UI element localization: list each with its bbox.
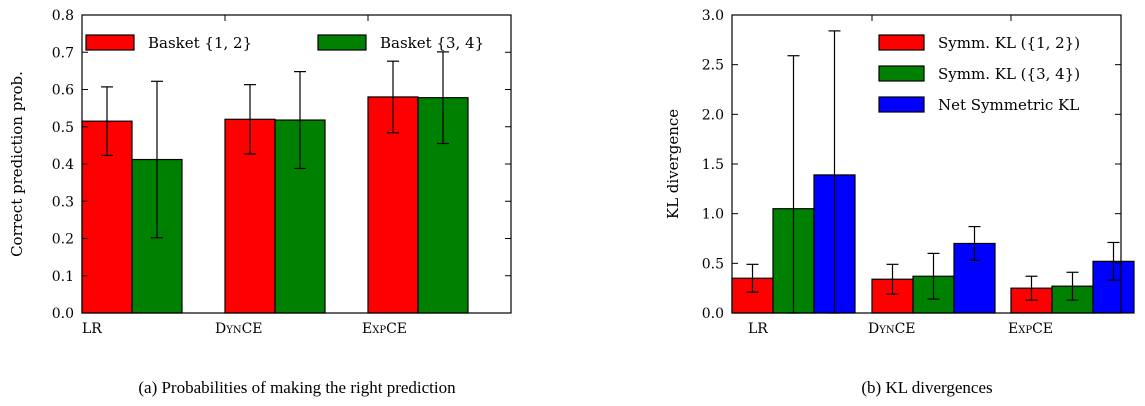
legend-entry-1: Symm. KL ({3, 4}) bbox=[878, 65, 1080, 83]
y-tick-label: 0.1 bbox=[52, 269, 74, 285]
y-tick-label: 2.0 bbox=[702, 107, 724, 123]
error-bar-a-s1-0 bbox=[151, 80, 163, 239]
legend-label: Symm. KL ({3, 4}) bbox=[938, 65, 1080, 83]
error-bar-a-s0-0 bbox=[101, 86, 113, 157]
y-tick-label: 0.5 bbox=[702, 256, 724, 272]
y-tick-label: 0.6 bbox=[52, 83, 74, 99]
error-bar-a-s0-1 bbox=[244, 84, 256, 155]
legend-label: Net Symmetric KL bbox=[938, 96, 1079, 114]
legend-swatch bbox=[317, 34, 367, 51]
y-tick-label: 0.0 bbox=[52, 306, 74, 322]
y-tick-label: 1.0 bbox=[702, 207, 724, 223]
error-bar-a-s1-1 bbox=[294, 71, 306, 170]
legend-label: Basket {3, 4} bbox=[380, 34, 484, 52]
error-bar-b-s1-2 bbox=[1066, 271, 1079, 301]
legend-label: Symm. KL ({1, 2}) bbox=[938, 34, 1080, 52]
error-bar-b-s2-2 bbox=[1107, 241, 1120, 281]
figure-caption: (b) KL divergences bbox=[861, 378, 992, 397]
y-tick-label: 2.5 bbox=[702, 58, 724, 74]
legend-entry-0: Basket {1, 2} bbox=[85, 34, 252, 52]
y-tick-label: 0.0 bbox=[702, 306, 724, 322]
x-tick-label-lr: LR bbox=[82, 321, 102, 337]
y-tick-label: 3.0 bbox=[702, 8, 724, 24]
error-bar-b-s0-1 bbox=[886, 263, 899, 295]
legend-swatch bbox=[878, 96, 925, 113]
error-bar-b-s1-1 bbox=[927, 252, 940, 300]
error-bar-a-s1-2 bbox=[437, 51, 449, 145]
y-tick-label: 0.2 bbox=[52, 232, 74, 248]
y-tick-label: 1.5 bbox=[702, 157, 724, 173]
error-bar-b-s2-1 bbox=[968, 225, 981, 261]
legend-swatch bbox=[878, 34, 925, 51]
x-tick-label-expce: ExpCE bbox=[1008, 321, 1053, 337]
error-bar-b-s0-0 bbox=[746, 263, 759, 293]
y-tick-label: 0.7 bbox=[52, 45, 74, 61]
legend-swatch bbox=[878, 65, 925, 82]
legend-entry-2: Net Symmetric KL bbox=[878, 96, 1079, 114]
x-tick-label-lr: LR bbox=[748, 321, 768, 337]
legend-entry-1: Basket {3, 4} bbox=[317, 34, 484, 52]
figure-caption: (a) Probabilities of making the right pr… bbox=[138, 378, 456, 397]
error-bar-a-s0-2 bbox=[387, 60, 399, 134]
y-tick-label: 0.5 bbox=[52, 120, 74, 136]
y-axis-label: Correct prediction prob. bbox=[8, 71, 26, 257]
y-tick-label: 0.8 bbox=[52, 8, 74, 24]
chart-b: 0.0 0.5 1.0 1.5 2.0 2.5 3.0 LR DynCE ExpCE KL dive… bbox=[664, 8, 1135, 397]
error-bar-b-s0-2 bbox=[1025, 275, 1038, 301]
y-tick-label: 0.4 bbox=[52, 157, 74, 173]
x-tick-label-dynce: DynCE bbox=[868, 321, 916, 337]
y-axis-label: KL divergence bbox=[664, 109, 682, 219]
legend-label: Basket {1, 2} bbox=[148, 34, 252, 52]
legend-swatch bbox=[85, 34, 135, 51]
y-tick-label: 0.3 bbox=[52, 194, 74, 210]
x-tick-label-expce: ExpCE bbox=[362, 321, 407, 337]
chart-a: 0.0 0.1 0.2 0.3 0.4 0.5 0.6 0.7 0.8 LR DynCE ExpCE C… bbox=[8, 8, 512, 397]
legend-entry-0: Symm. KL ({1, 2}) bbox=[878, 34, 1080, 52]
x-tick-label-dynce: DynCE bbox=[215, 321, 263, 337]
